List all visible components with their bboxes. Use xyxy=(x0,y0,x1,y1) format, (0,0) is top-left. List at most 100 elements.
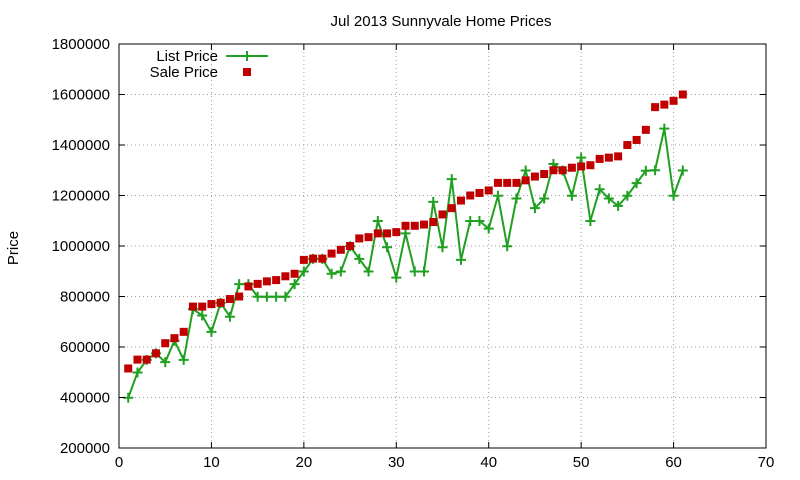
list-price-point xyxy=(160,357,171,368)
x-tick-label: 20 xyxy=(296,454,313,471)
sale-price-point xyxy=(447,204,456,213)
legend-label-list-price: List Price xyxy=(156,48,218,65)
sale-price-point xyxy=(142,355,151,364)
list-price-point xyxy=(178,354,189,365)
y-tick-label: 600000 xyxy=(60,339,110,356)
list-price-point xyxy=(668,190,679,201)
y-tick-label: 200000 xyxy=(60,440,110,457)
list-price-point xyxy=(585,216,596,227)
list-price-point xyxy=(234,279,245,290)
sale-price-point xyxy=(216,298,225,307)
sale-price-point xyxy=(604,153,613,162)
list-price-point xyxy=(224,311,235,322)
x-tick-label: 40 xyxy=(480,454,497,471)
legend-marker-sale-price xyxy=(243,68,251,76)
sale-price-point xyxy=(521,176,530,185)
x-tick-label: 50 xyxy=(573,454,590,471)
sale-price-point xyxy=(503,178,512,187)
list-price-point xyxy=(206,326,217,337)
list-price-point xyxy=(437,242,448,253)
sale-price-point xyxy=(151,349,160,358)
sale-price-point xyxy=(512,178,521,187)
sale-price-point xyxy=(530,172,539,181)
sale-price-point xyxy=(373,229,382,238)
list-price-point xyxy=(132,367,143,378)
x-tick-label: 30 xyxy=(388,454,405,471)
list-price-point xyxy=(483,223,494,234)
list-price-point xyxy=(502,241,513,252)
sale-price-point xyxy=(170,334,179,343)
grid xyxy=(119,44,766,448)
sale-price-point xyxy=(410,221,419,230)
list-price-point xyxy=(492,190,503,201)
list-price-point xyxy=(594,184,605,195)
sale-price-point xyxy=(309,254,318,263)
list-price-point xyxy=(474,216,485,227)
list-price-point xyxy=(428,196,439,207)
sale-price-point xyxy=(632,135,641,144)
sale-price-point xyxy=(198,302,207,311)
list-price-point xyxy=(280,291,291,302)
sale-price-point xyxy=(549,166,558,175)
sale-price-point xyxy=(558,166,567,175)
sale-price-point xyxy=(669,96,678,105)
sale-price-point xyxy=(225,295,234,304)
list-price-point xyxy=(372,216,383,227)
list-price-point xyxy=(576,152,587,163)
list-price-point xyxy=(613,200,624,211)
list-price-point xyxy=(252,291,263,302)
sale-price-point xyxy=(290,269,299,278)
sale-price-point xyxy=(244,282,253,291)
sale-price-point xyxy=(586,161,595,170)
sale-price-point xyxy=(466,191,475,200)
list-price-point xyxy=(659,123,670,134)
list-price-point xyxy=(382,242,393,253)
list-price-point xyxy=(409,266,420,277)
legend-label-sale-price: Sale Price xyxy=(150,64,218,81)
sale-price-point xyxy=(188,302,197,311)
y-tick-label: 800000 xyxy=(60,289,110,306)
list-price-point xyxy=(271,291,282,302)
x-tick-label: 70 xyxy=(758,454,775,471)
series-list-price xyxy=(123,123,688,403)
ticks: 0 10 20 30 40 50 60 70 200000 400000 600000 800000 1… xyxy=(52,36,775,471)
sale-price-point xyxy=(641,125,650,134)
legend: List Price Sale Price xyxy=(150,48,268,81)
list-price-point xyxy=(539,193,550,204)
sale-price-point xyxy=(383,229,392,238)
list-price-point xyxy=(363,266,374,277)
sale-price-point xyxy=(272,276,281,285)
y-tick-label: 1200000 xyxy=(52,188,110,205)
sale-price-point xyxy=(614,152,623,161)
sale-price-point xyxy=(540,170,549,179)
x-tick-label: 60 xyxy=(665,454,682,471)
list-price-point xyxy=(622,190,633,201)
sale-price-point xyxy=(355,234,364,243)
list-price-point xyxy=(677,165,688,176)
sale-price-point xyxy=(623,141,632,149)
list-price-point xyxy=(261,291,272,302)
sale-price-point xyxy=(179,327,188,336)
sale-price-point xyxy=(207,300,216,309)
list-price-point xyxy=(335,266,346,277)
list-price-point xyxy=(650,165,661,176)
list-price-point xyxy=(326,268,337,279)
sale-price-point xyxy=(493,178,502,187)
y-tick-label: 1000000 xyxy=(52,238,110,255)
sale-price-point xyxy=(253,279,262,288)
sale-price-point xyxy=(281,272,290,281)
sale-price-point xyxy=(327,249,336,258)
sale-price-point xyxy=(133,355,142,364)
list-price-point xyxy=(529,203,540,214)
list-price-point xyxy=(446,174,457,185)
series-layer xyxy=(123,90,688,403)
y-axis-label: Price xyxy=(5,231,22,265)
list-price-point xyxy=(455,254,466,265)
list-price-point xyxy=(289,279,300,290)
list-price-point xyxy=(631,178,642,189)
y-tick-label: 1800000 xyxy=(52,36,110,53)
sale-price-point xyxy=(567,163,576,172)
list-price-point xyxy=(511,193,522,204)
sale-price-point xyxy=(235,292,244,301)
list-price-point xyxy=(465,216,476,227)
